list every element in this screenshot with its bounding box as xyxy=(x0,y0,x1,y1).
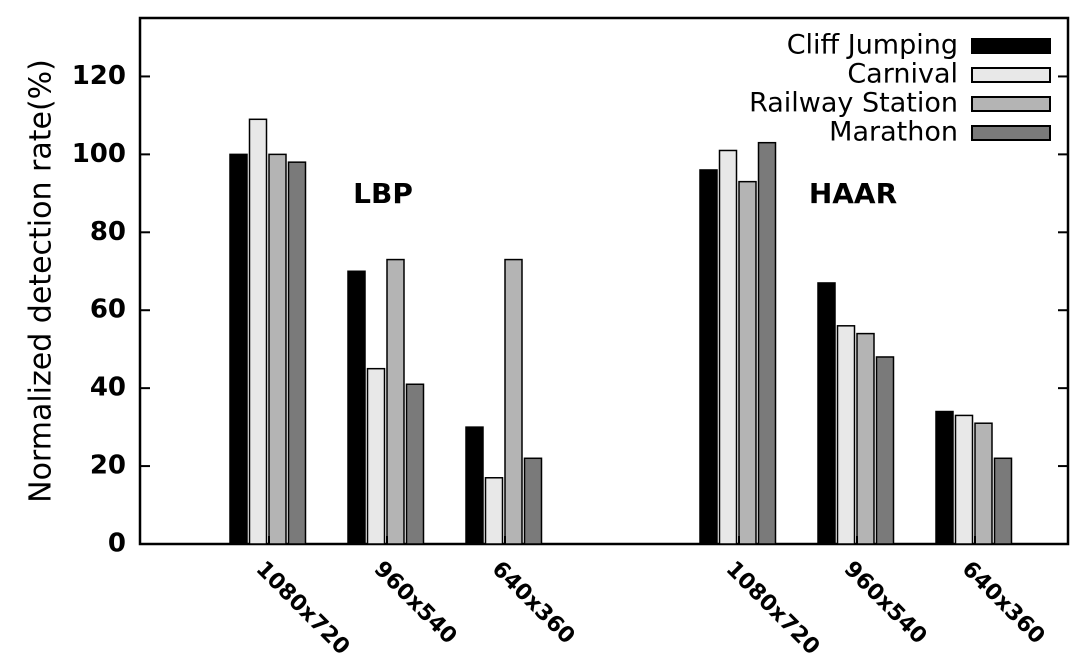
plot-frame xyxy=(138,16,1070,546)
group-label-lbp: LBP xyxy=(353,177,413,210)
x-tick-label: 960x540 xyxy=(369,557,462,650)
legend-swatch-cliff-jumping xyxy=(971,38,1051,54)
bar-carnival xyxy=(366,367,386,545)
bar-railway-station xyxy=(504,258,523,545)
y-axis-label: Normalized detection rate(%) xyxy=(24,59,59,503)
y-tick-label: 40 xyxy=(90,373,126,403)
y-tick-label: 20 xyxy=(90,451,126,481)
x-tick-label: 640x360 xyxy=(487,557,580,650)
y-axis: 0 20 40 60 80 100 120 xyxy=(72,61,1068,559)
bar-marathon xyxy=(993,457,1013,545)
bar-marathon xyxy=(523,457,543,545)
bar-cliff-jumping xyxy=(817,282,836,545)
legend-swatch-railway-station xyxy=(971,96,1051,112)
bar-railway-station xyxy=(974,422,993,545)
bar-railway-station xyxy=(386,258,405,545)
bar-marathon xyxy=(875,356,895,545)
bar-railway-station xyxy=(268,153,287,545)
y-tick-label: 120 xyxy=(72,61,126,91)
bar-marathon xyxy=(405,383,425,545)
group-labels: LBP HAAR xyxy=(353,177,897,210)
bar-marathon xyxy=(757,141,777,545)
x-tick-label: 640x360 xyxy=(957,557,1050,650)
bar-railway-station xyxy=(856,332,875,545)
legend-swatch-carnival xyxy=(971,67,1051,83)
legend-label: Cliff Jumping xyxy=(787,30,958,61)
legend-label: Carnival xyxy=(847,59,958,90)
bar-cliff-jumping xyxy=(465,426,484,545)
x-axis: 1080x720 960x540 640x360 1080x720 960x540 640… xyxy=(251,536,1050,660)
bar-carnival xyxy=(484,477,504,545)
legend-swatch-marathon xyxy=(971,125,1051,141)
bar-cliff-jumping xyxy=(935,410,954,545)
bar-marathon xyxy=(287,161,307,545)
bar-cliff-jumping xyxy=(229,153,248,545)
group-label-haar: HAAR xyxy=(809,177,897,210)
y-tick-label: 60 xyxy=(90,295,126,325)
bars xyxy=(229,118,1013,545)
bar-carnival xyxy=(718,149,738,545)
x-tick-label: 960x540 xyxy=(839,557,932,650)
y-tick-label: 0 xyxy=(108,529,126,559)
legend-label: Marathon xyxy=(829,117,958,148)
x-tick-label: 1080x720 xyxy=(251,557,354,660)
y-tick-label: 80 xyxy=(90,217,126,247)
bar-cliff-jumping xyxy=(699,169,718,545)
legend-label: Railway Station xyxy=(749,88,958,119)
bar-carnival xyxy=(954,414,974,545)
bar-cliff-jumping xyxy=(347,270,366,545)
x-tick-label: 1080x720 xyxy=(721,557,824,660)
bar-carnival xyxy=(248,118,268,545)
bar-railway-station xyxy=(738,180,757,545)
bar-carnival xyxy=(836,325,856,545)
y-tick-label: 100 xyxy=(72,139,126,169)
